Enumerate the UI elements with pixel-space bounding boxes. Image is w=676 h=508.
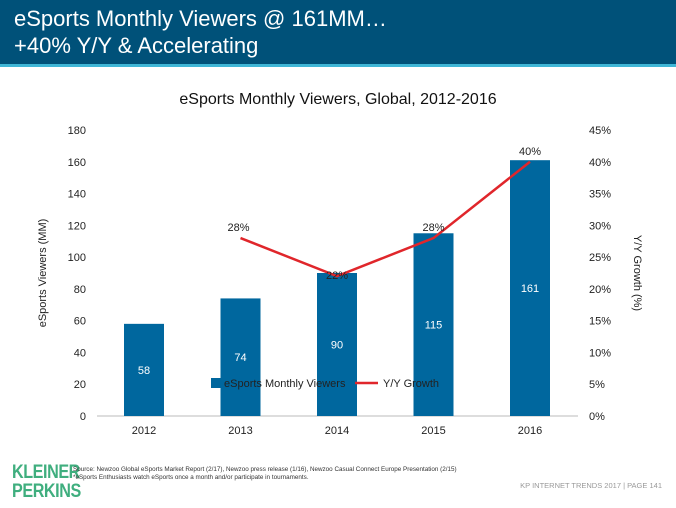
y2-tick-label: 25% (589, 252, 611, 264)
bar (317, 273, 357, 416)
kleiner-perkins-logo: KLEINER PERKINS (12, 462, 81, 502)
y2-tick-label: 20% (589, 284, 611, 296)
y-tick-label: 180 (68, 125, 86, 137)
y-tick-label: 40 (74, 347, 86, 359)
growth-line (240, 160, 531, 278)
bar (124, 323, 164, 416)
y-tick-label: 160 (68, 157, 86, 169)
bar-data-label: 74 (234, 352, 246, 364)
legend-bar-swatch (211, 378, 221, 388)
bar-data-label: 90 (331, 340, 343, 352)
footnote-text: *eSports Enthusiasts watch eSports once … (73, 474, 309, 481)
bar (413, 233, 454, 416)
y2-tick-label: 35% (589, 189, 611, 201)
line-data-label: 28% (227, 222, 249, 234)
y2-tick-label: 15% (589, 316, 611, 328)
bar-data-label: 58 (138, 365, 150, 377)
x-tick-label: 2016 (518, 425, 542, 437)
y-axis-label: eSports Viewers (MM) (37, 219, 49, 328)
page-number: KP INTERNET TRENDS 2017 | PAGE 141 (520, 481, 662, 490)
bar-data-label: 115 (425, 320, 443, 332)
line-data-label: 22% (326, 270, 348, 282)
slide-title-line1: eSports Monthly Viewers @ 161MM… (14, 6, 387, 31)
bar (510, 160, 550, 416)
y2-tick-label: 10% (589, 347, 611, 359)
chart: eSports Monthly Viewers, Global, 2012-20… (37, 91, 643, 437)
slide-title-line2: +40% Y/Y & Accelerating (14, 33, 259, 58)
y2-tick-label: 5% (589, 379, 605, 391)
y-tick-label: 140 (68, 189, 86, 201)
legend-line-label: Y/Y Growth (383, 378, 439, 390)
source-text: Source: Newzoo Global eSports Market Rep… (73, 466, 457, 473)
x-tick-label: 2013 (228, 425, 252, 437)
bar (220, 298, 261, 416)
legend-bar-label: eSports Monthly Viewers (224, 378, 346, 390)
y2-tick-label: 45% (589, 125, 611, 137)
y2-tick-label: 0% (589, 411, 605, 423)
line-data-label: 40% (519, 146, 541, 158)
y-tick-label: 20 (74, 379, 86, 391)
line-data-label: 28% (422, 222, 444, 234)
y-tick-label: 100 (68, 252, 86, 264)
y2-axis-label: Y/Y Growth (%) (631, 235, 643, 311)
chart-title: eSports Monthly Viewers, Global, 2012-20… (179, 91, 496, 108)
y-tick-label: 120 (68, 220, 86, 232)
y2-tick-label: 40% (589, 157, 611, 169)
y-tick-label: 80 (74, 284, 86, 296)
x-tick-label: 2014 (325, 425, 349, 437)
y2-tick-label: 30% (589, 220, 611, 232)
y-tick-label: 0 (80, 411, 86, 423)
bar-data-label: 161 (521, 283, 539, 295)
y-tick-label: 60 (74, 316, 86, 328)
x-tick-label: 2015 (421, 425, 445, 437)
slide-header: eSports Monthly Viewers @ 161MM… +40% Y/… (0, 0, 676, 67)
x-tick-label: 2012 (132, 425, 156, 437)
